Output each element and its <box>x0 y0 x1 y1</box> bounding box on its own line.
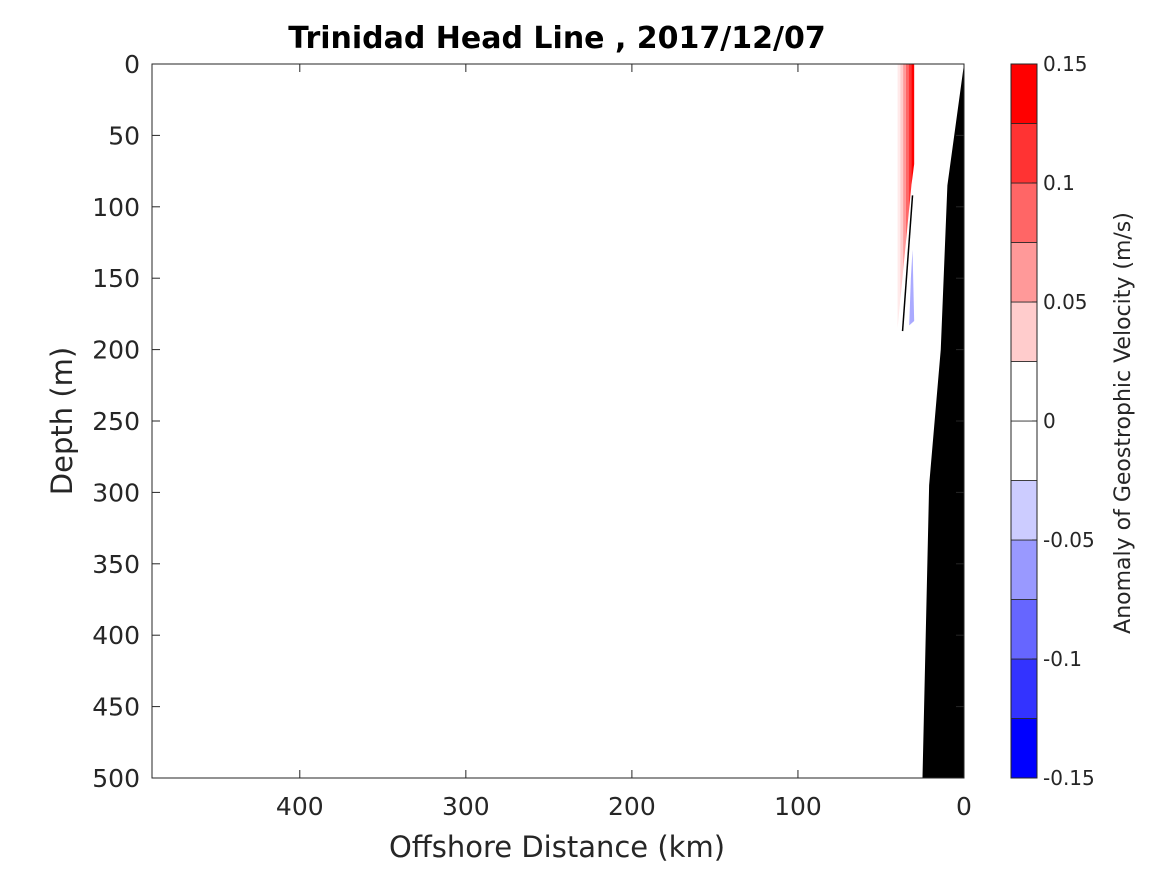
x-tick-label: 0 <box>956 792 972 821</box>
x-tick-label: 300 <box>442 792 490 821</box>
y-tick-label: 300 <box>92 478 140 507</box>
colorbar-tick-label: 0.05 <box>1043 290 1088 314</box>
chart-title: Trinidad Head Line , 2017/12/07 <box>288 21 825 56</box>
x-tick-label: 200 <box>608 792 656 821</box>
positive-anomaly-band <box>900 64 904 300</box>
colorbar-label: Anomaly of Geostrophic Velocity (m/s) <box>1111 212 1136 634</box>
y-tick-label: 100 <box>92 193 140 222</box>
colorbar: 0.15 0.1 0.05 0 -0.05 -0.1 -0.15 <box>1010 52 1095 790</box>
y-tick-label: 250 <box>92 407 140 436</box>
y-tick-label: 0 <box>124 50 140 79</box>
y-tick-label: 500 <box>92 764 140 793</box>
plot-area: 400 300 200 100 0 0 50 100 150 200 250 300 350 400 45… <box>92 50 972 821</box>
y-tick-label: 450 <box>92 693 140 722</box>
y-axis: 0 50 100 150 200 250 300 350 400 450 500 <box>92 50 964 793</box>
positive-anomaly-band <box>903 64 906 272</box>
colorbar-tick-label: 0.1 <box>1043 171 1075 195</box>
colorbar-swatch <box>1010 420 1038 481</box>
negative-anomaly-band <box>909 249 915 326</box>
x-tick-label: 100 <box>774 792 822 821</box>
x-axis-label: Offshore Distance (km) <box>389 830 725 864</box>
colorbar-swatch <box>1010 123 1038 184</box>
anomaly-layer <box>897 64 915 329</box>
colorbar-tick-label: -0.15 <box>1043 766 1095 790</box>
zero-contour-line <box>901 195 914 332</box>
colorbar-tick-label: 0.15 <box>1043 52 1088 76</box>
colorbar-swatch <box>1010 718 1038 779</box>
positive-anomaly-band <box>905 64 909 243</box>
colorbar-swatch <box>1010 63 1038 124</box>
y-tick-label: 200 <box>92 336 140 365</box>
positive-anomaly-band <box>911 64 915 186</box>
colorbar-swatch <box>1010 361 1038 422</box>
colorbar-swatch <box>1010 301 1038 362</box>
x-axis: 400 300 200 100 0 <box>276 64 972 821</box>
y-tick-label: 350 <box>92 550 140 579</box>
y-tick-label: 400 <box>92 621 140 650</box>
y-tick-label: 150 <box>92 264 140 293</box>
colorbar-tick-label: -0.05 <box>1043 528 1095 552</box>
colorbar-swatch <box>1010 599 1038 660</box>
bathymetry-shape <box>922 64 964 778</box>
colorbar-swatch <box>1010 658 1038 719</box>
colorbar-swatch <box>1010 182 1038 243</box>
plot-background <box>152 64 964 778</box>
colorbar-swatch <box>1010 242 1038 303</box>
colorbar-tick-label: 0 <box>1043 409 1056 433</box>
positive-anomaly-band <box>897 64 901 329</box>
x-tick-label: 400 <box>276 792 324 821</box>
colorbar-swatch <box>1010 539 1038 600</box>
colorbar-tick-label: -0.1 <box>1043 647 1082 671</box>
positive-anomaly-band <box>908 64 912 214</box>
colorbar-swatch <box>1010 480 1038 541</box>
y-tick-label: 50 <box>108 121 140 150</box>
y-axis-label: Depth (m) <box>45 347 79 495</box>
